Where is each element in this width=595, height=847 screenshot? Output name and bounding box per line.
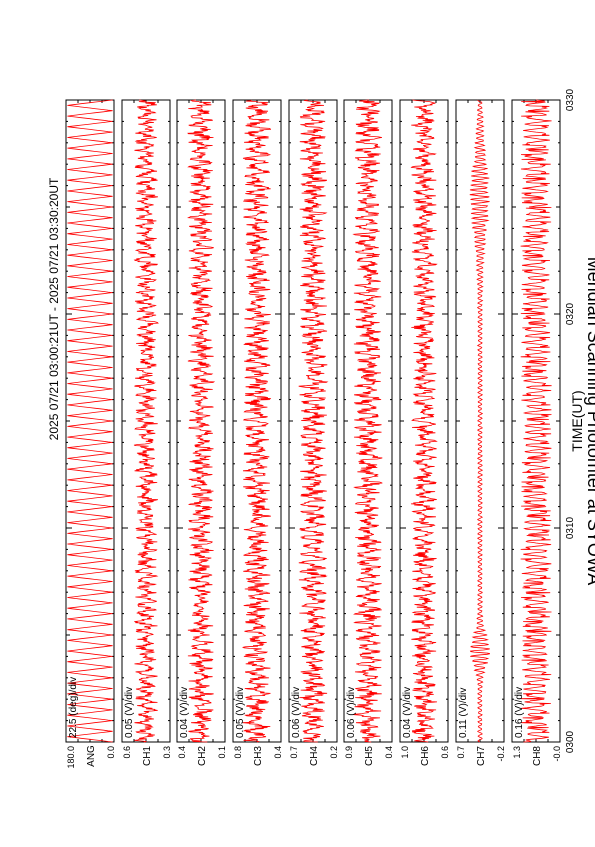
series-line (67, 99, 113, 743)
panel-y-label: CH6 (420, 746, 431, 766)
panel-y-label: CH2 (197, 746, 208, 766)
panel-ymin-label: 0.1 (217, 746, 227, 759)
panel-ymin-label: -0.0 (552, 746, 562, 762)
panel-ymin-label: 0.4 (273, 746, 283, 759)
panel-scale-label: 0.06 (V)/div (346, 687, 357, 738)
series-line (410, 99, 438, 743)
x-axis-label: TIME(UT) (569, 390, 585, 451)
panel-ch5: 0.06 (V)/div CH5 0.9 0.4 (343, 99, 394, 766)
panel-scale-label: 0.05 (V)/div (124, 687, 135, 738)
panels: 22.5 (deg)/div ANG 180.0 0.0 0.05 (V)/div CH1… (65, 99, 562, 769)
series-line (242, 99, 272, 743)
chart-title: Meridian Scanning Photomter at SYOWA (584, 257, 595, 585)
panel-ymin-label: 0.3 (162, 746, 172, 759)
period-label: 2025 07/21 03:00:21UT - 2025 07/21 03:30… (47, 177, 61, 440)
panel-ymin-label: 0.4 (384, 746, 394, 759)
panel-ang: 22.5 (deg)/div ANG 180.0 0.0 (65, 99, 116, 769)
series-line (298, 99, 329, 743)
panel-ch1: 0.05 (V)/div CH1 0.6 0.3 (121, 99, 172, 766)
panel-ymax-label: 180.0 (66, 746, 76, 769)
panel-y-label: CH7 (476, 746, 487, 766)
panel-y-label: CH5 (364, 746, 375, 766)
panel-ymax-label: 0.8 (233, 746, 243, 759)
panel-ch7: 0.11 (V)/div CH7 0.7 -0.2 (455, 99, 506, 766)
panel-ch3: 0.05 (V)/div CH3 0.8 0.4 (232, 99, 283, 766)
panel-frame (65, 99, 115, 743)
panel-ymax-label: 1.0 (400, 746, 410, 759)
panel-ymin-label: -0.2 (496, 746, 506, 762)
x-tick-label: 0300 (565, 730, 576, 753)
chart-frame: 22.5 (deg)/div ANG 180.0 0.0 0.05 (V)/div CH1… (47, 88, 595, 768)
series-line (352, 99, 383, 743)
panel-y-label: CH4 (309, 746, 320, 766)
panel-ymax-label: 0.9 (344, 746, 354, 759)
panel-ymin-label: 0.0 (106, 746, 116, 759)
panel-y-label: CH8 (532, 746, 543, 766)
panel-ymax-label: 0.4 (177, 746, 187, 759)
series-line (469, 99, 490, 743)
panel-ymax-label: 0.7 (289, 746, 299, 759)
panel-scale-label: 0.05 (V)/div (235, 687, 246, 738)
series-line (520, 99, 552, 743)
panel-scale-label: 0.04 (V)/div (402, 687, 413, 738)
x-tick-label: 0310 (565, 516, 576, 539)
panel-ymax-label: 0.7 (456, 746, 466, 759)
panel-scale-label: 0.04 (V)/div (179, 687, 190, 738)
panel-ch4: 0.06 (V)/div CH4 0.7 0.2 (288, 99, 339, 766)
x-axis-ticks: 0300 0310 0320 0330 (565, 88, 576, 753)
panel-scale-label: 0.11 (V)/div (458, 688, 469, 738)
x-tick-label: 0330 (565, 88, 576, 111)
panel-y-label: ANG (86, 745, 97, 767)
panel-y-label: CH1 (142, 746, 153, 766)
x-tick-label: 0320 (565, 302, 576, 325)
panel-scale-label: 0.06 (V)/div (291, 687, 302, 738)
panel-ymax-label: 0.6 (122, 746, 132, 759)
panel-ch6: 0.04 (V)/div CH6 1.0 0.6 (399, 99, 450, 766)
panel-scale-label: 22.5 (deg)/div (68, 677, 79, 738)
panel-ch8: 0.16 (V)/div CH8 1.3 -0.0 (511, 99, 562, 766)
series-line (186, 99, 216, 743)
panel-ymax-label: 1.3 (512, 746, 522, 759)
panel-y-label: CH3 (253, 746, 264, 766)
series-line (133, 99, 159, 743)
panel-ymin-label: 0.6 (440, 746, 450, 759)
panel-scale-label: 0.16 (V)/div (514, 687, 525, 738)
panel-ymin-label: 0.2 (329, 746, 339, 759)
panel-ch2: 0.04 (V)/div CH2 0.4 0.1 (176, 99, 227, 766)
